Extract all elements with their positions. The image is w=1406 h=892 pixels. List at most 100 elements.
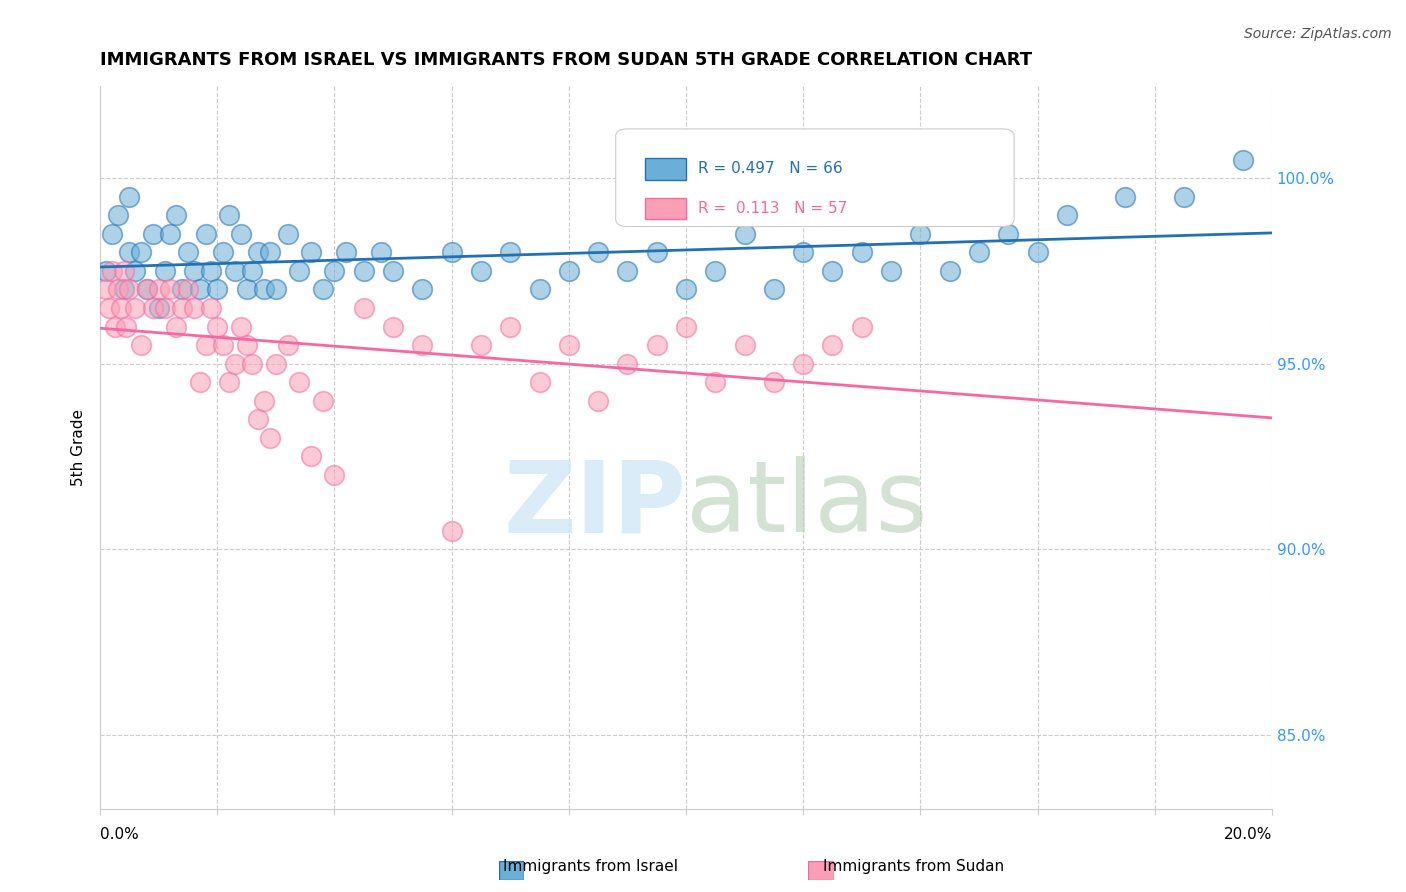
Immigrants from Israel <box>235 283 257 297</box>
Immigrants from Sudan <box>264 357 287 371</box>
Immigrants from Sudan <box>792 357 814 371</box>
Immigrants from Israel <box>242 264 264 278</box>
Text: R = 0.497   N = 66: R = 0.497 N = 66 <box>697 161 842 177</box>
Immigrants from Sudan <box>101 264 124 278</box>
Text: atlas: atlas <box>686 457 928 553</box>
Immigrants from Israel <box>323 264 346 278</box>
FancyBboxPatch shape <box>616 129 1014 227</box>
Immigrants from Sudan <box>235 338 257 352</box>
Immigrants from Israel <box>172 283 194 297</box>
Immigrants from Israel <box>616 264 638 278</box>
Immigrants from Israel <box>529 283 551 297</box>
Immigrants from Sudan <box>188 375 211 389</box>
Immigrants from Israel <box>194 227 217 241</box>
Immigrants from Sudan <box>107 283 129 297</box>
Immigrants from Israel <box>704 264 727 278</box>
Immigrants from Israel <box>382 264 405 278</box>
Immigrants from Sudan <box>142 301 165 315</box>
Immigrants from Israel <box>253 283 276 297</box>
Immigrants from Israel <box>112 283 135 297</box>
Immigrants from Sudan <box>851 319 873 334</box>
Immigrants from Israel <box>335 245 357 260</box>
Immigrants from Sudan <box>312 393 335 408</box>
Text: Immigrants from Sudan: Immigrants from Sudan <box>824 859 1004 874</box>
Immigrants from Sudan <box>353 301 375 315</box>
Immigrants from Israel <box>1056 208 1078 222</box>
Text: IMMIGRANTS FROM ISRAEL VS IMMIGRANTS FROM SUDAN 5TH GRADE CORRELATION CHART: IMMIGRANTS FROM ISRAEL VS IMMIGRANTS FRO… <box>100 51 1032 69</box>
Immigrants from Sudan <box>97 301 120 315</box>
Immigrants from Israel <box>586 245 609 260</box>
Immigrants from Sudan <box>153 301 176 315</box>
Immigrants from Israel <box>153 264 176 278</box>
Immigrants from Sudan <box>529 375 551 389</box>
Immigrants from Israel <box>148 301 170 315</box>
Immigrants from Sudan <box>165 319 187 334</box>
Text: ZIP: ZIP <box>503 457 686 553</box>
Immigrants from Sudan <box>247 412 270 426</box>
Immigrants from Sudan <box>382 319 405 334</box>
Immigrants from Sudan <box>212 338 235 352</box>
Immigrants from Sudan <box>172 301 194 315</box>
Immigrants from Sudan <box>112 264 135 278</box>
Immigrants from Sudan <box>299 450 322 464</box>
Immigrants from Sudan <box>253 393 276 408</box>
Immigrants from Israel <box>675 283 697 297</box>
Immigrants from Sudan <box>411 338 433 352</box>
Immigrants from Sudan <box>183 301 205 315</box>
Immigrants from Israel <box>124 264 146 278</box>
Immigrants from Israel <box>880 264 903 278</box>
Immigrants from Israel <box>299 245 322 260</box>
Immigrants from Sudan <box>616 357 638 371</box>
Immigrants from Sudan <box>288 375 311 389</box>
Immigrants from Israel <box>997 227 1019 241</box>
Immigrants from Israel <box>94 264 117 278</box>
Immigrants from Sudan <box>136 283 159 297</box>
Immigrants from Israel <box>312 283 335 297</box>
Immigrants from Israel <box>288 264 311 278</box>
Immigrants from Sudan <box>704 375 727 389</box>
Immigrants from Israel <box>107 208 129 222</box>
Immigrants from Israel <box>411 283 433 297</box>
Immigrants from Israel <box>118 245 141 260</box>
Immigrants from Sudan <box>762 375 785 389</box>
Immigrants from Israel <box>159 227 181 241</box>
Immigrants from Sudan <box>159 283 181 297</box>
Immigrants from Sudan <box>177 283 200 297</box>
Immigrants from Sudan <box>470 338 492 352</box>
Immigrants from Sudan <box>229 319 252 334</box>
Immigrants from Sudan <box>586 393 609 408</box>
Immigrants from Sudan <box>124 301 146 315</box>
Immigrants from Sudan <box>224 357 246 371</box>
FancyBboxPatch shape <box>645 198 686 219</box>
Immigrants from Sudan <box>218 375 240 389</box>
Immigrants from Israel <box>967 245 990 260</box>
Immigrants from Sudan <box>129 338 152 352</box>
Immigrants from Sudan <box>675 319 697 334</box>
Immigrants from Sudan <box>110 301 132 315</box>
Immigrants from Israel <box>734 227 756 241</box>
Immigrants from Sudan <box>118 283 141 297</box>
Text: 20.0%: 20.0% <box>1223 827 1272 842</box>
Immigrants from Israel <box>910 227 932 241</box>
Immigrants from Sudan <box>115 319 138 334</box>
Immigrants from Sudan <box>104 319 127 334</box>
Immigrants from Israel <box>118 190 141 204</box>
Text: R =  0.113   N = 57: R = 0.113 N = 57 <box>697 201 846 216</box>
Immigrants from Israel <box>229 227 252 241</box>
Immigrants from Sudan <box>194 338 217 352</box>
Immigrants from Israel <box>1026 245 1049 260</box>
Immigrants from Israel <box>645 245 668 260</box>
Immigrants from Sudan <box>440 524 463 538</box>
Immigrants from Israel <box>792 245 814 260</box>
Immigrants from Israel <box>142 227 165 241</box>
Text: 0.0%: 0.0% <box>100 827 139 842</box>
Immigrants from Israel <box>136 283 159 297</box>
Immigrants from Israel <box>353 264 375 278</box>
Immigrants from Israel <box>1114 190 1136 204</box>
Immigrants from Israel <box>1173 190 1195 204</box>
Immigrants from Sudan <box>277 338 299 352</box>
FancyBboxPatch shape <box>645 158 686 179</box>
Immigrants from Israel <box>370 245 392 260</box>
Immigrants from Israel <box>264 283 287 297</box>
Immigrants from Israel <box>851 245 873 260</box>
